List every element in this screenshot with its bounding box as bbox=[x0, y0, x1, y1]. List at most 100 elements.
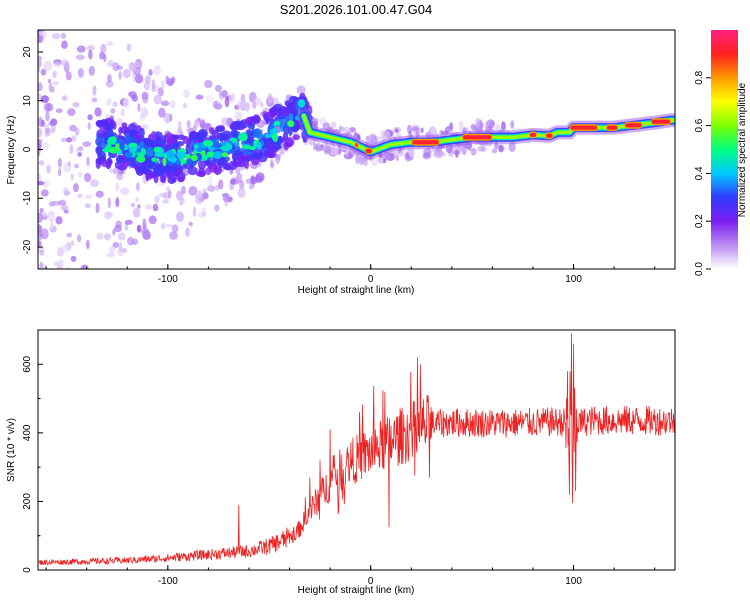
spectrogram-cell bbox=[198, 167, 206, 178]
spectrogram-noise-cell bbox=[109, 246, 117, 254]
spectrogram-noise-cell bbox=[140, 106, 148, 117]
spectrogram-noise-cell bbox=[52, 70, 57, 78]
spectrogram-noise-cell bbox=[106, 98, 112, 106]
spectrogram-noise-cell bbox=[160, 100, 170, 106]
spectrogram-noise-cell bbox=[186, 120, 191, 128]
spectrogram-cell bbox=[150, 140, 158, 147]
spectrogram-noise-cell bbox=[322, 122, 331, 131]
spectrogram-noise-cell bbox=[107, 211, 114, 218]
spectrogram-cell bbox=[97, 140, 107, 150]
colorbar-tick-label: 0.0 bbox=[694, 262, 705, 276]
colorbar-gradient bbox=[711, 30, 738, 269]
spectrogram-cell bbox=[138, 165, 149, 172]
spectrogram-noise-cell bbox=[204, 79, 213, 89]
spectrogram-noise-cell bbox=[433, 149, 438, 158]
spectrogram-noise-cell bbox=[199, 119, 206, 129]
spectrogram-cell bbox=[237, 120, 246, 131]
spectrogram-noise-cell bbox=[395, 128, 399, 133]
spectrogram-cell bbox=[151, 157, 158, 162]
spectrogram-noise-cell bbox=[50, 219, 54, 231]
spectrogram-noise-cell bbox=[145, 203, 152, 210]
spectrogram-noise-cell bbox=[61, 59, 69, 67]
spectrogram-noise-cell bbox=[177, 125, 183, 137]
spectrogram-noise-cell bbox=[508, 142, 516, 152]
spectrogram-noise-cell bbox=[82, 264, 86, 269]
spectrogram-hot-cell bbox=[355, 143, 358, 148]
spectrogram-noise-cell bbox=[67, 161, 71, 167]
spectrogram-ylabel: Frequency (Hz) bbox=[6, 116, 17, 185]
spectrogram-noise-cell bbox=[95, 202, 100, 214]
spectrogram-noise-cell bbox=[38, 81, 43, 91]
spectrogram-noise-cell bbox=[141, 91, 149, 100]
spectrogram-noise-cell bbox=[84, 172, 92, 183]
spectrogram-noise-cell bbox=[192, 206, 197, 218]
spectrogram-noise-cell bbox=[71, 276, 79, 281]
spectrogram-cell bbox=[136, 148, 142, 153]
spectrogram-cell bbox=[119, 141, 125, 150]
spectrogram-hot-cell bbox=[570, 125, 597, 130]
spectrogram-cell bbox=[253, 152, 263, 160]
spectrogram-cell bbox=[209, 127, 215, 135]
spectrogram-noise-cell bbox=[41, 30, 47, 39]
spectrogram-noise-cell bbox=[64, 290, 70, 295]
spectrogram-noise-cell bbox=[67, 108, 76, 117]
spectrogram-noise-cell bbox=[110, 108, 116, 114]
spectrogram-noise-cell bbox=[51, 201, 61, 206]
spectrogram-hot-cell bbox=[625, 123, 642, 128]
spectrogram-cell bbox=[153, 146, 160, 152]
spectrogram-noise-cell bbox=[65, 71, 72, 81]
spectrogram-cell bbox=[109, 146, 119, 154]
spectrogram-cell bbox=[256, 141, 262, 150]
spectrogram-cell bbox=[272, 144, 282, 151]
spectrogram-noise-cell bbox=[501, 121, 506, 131]
spectrogram-noise-cell bbox=[42, 0, 50, 3]
spectrogram-noise-cell bbox=[67, 289, 73, 300]
spectrogram-noise-cell bbox=[55, 108, 63, 113]
spectrogram-noise-cell bbox=[252, 101, 257, 110]
spectrogram-cell bbox=[205, 160, 211, 167]
spectrogram-noise-cell bbox=[151, 79, 155, 89]
spectrogram-noise-cell bbox=[510, 120, 515, 129]
spectrogram-cell bbox=[265, 133, 272, 139]
spectrogram-noise-cell bbox=[169, 231, 178, 240]
spectrogram-cell bbox=[241, 144, 252, 150]
spectrogram-noise-cell bbox=[66, 232, 73, 238]
spectrogram-noise-cell bbox=[62, 243, 70, 253]
spectrogram-noise-cell bbox=[42, 141, 49, 151]
y-tick-label: 0 bbox=[22, 567, 33, 573]
spectrogram-noise-cell bbox=[95, 3, 101, 10]
spectrogram-cell bbox=[102, 127, 109, 137]
spectrogram-cell bbox=[150, 130, 157, 140]
spectrogram-noise-cell bbox=[157, 87, 164, 97]
spectrogram-noise-cell bbox=[38, 127, 43, 138]
spectrogram-noise-cell bbox=[131, 94, 138, 102]
x-tick-label: 100 bbox=[565, 576, 582, 587]
spectrogram-noise-cell bbox=[197, 211, 206, 219]
spectrogram-noise-cell bbox=[309, 139, 313, 146]
spectrogram-noise-cell bbox=[63, 290, 68, 300]
spectrogram-noise-cell bbox=[122, 97, 130, 108]
spectrogram-noise-cell bbox=[130, 202, 136, 208]
spectrogram-noise-cell bbox=[137, 103, 141, 112]
spectrogram-cell bbox=[161, 173, 167, 184]
spectrogram-noise-cell bbox=[234, 104, 240, 110]
spectrogram-cell bbox=[288, 113, 294, 122]
spectrogram-noise-cell bbox=[38, 2, 46, 11]
spectrogram-noise-cell bbox=[118, 232, 126, 241]
spectrogram-noise-cell bbox=[70, 173, 74, 181]
y-tick-label: -10 bbox=[22, 191, 33, 206]
spectrogram-noise-cell bbox=[195, 94, 204, 100]
spectrogram-noise-cell bbox=[118, 71, 122, 80]
spectrogram-cell bbox=[153, 173, 159, 184]
spectrogram-noise-cell bbox=[35, 311, 44, 319]
spectrogram-cell bbox=[175, 141, 185, 147]
spectrogram-noise-cell bbox=[64, 323, 72, 327]
spectrogram-cell bbox=[166, 138, 171, 149]
spectrogram-noise-cell bbox=[50, 1, 55, 6]
y-tick-label: 200 bbox=[22, 493, 33, 510]
spectrogram-cell bbox=[212, 143, 223, 148]
spectrogram-noise-cell bbox=[498, 144, 504, 153]
spectrogram-noise-cell bbox=[61, 40, 68, 49]
spectrogram-noise-cell bbox=[87, 283, 93, 293]
spectrogram-noise-cell bbox=[38, 181, 45, 186]
